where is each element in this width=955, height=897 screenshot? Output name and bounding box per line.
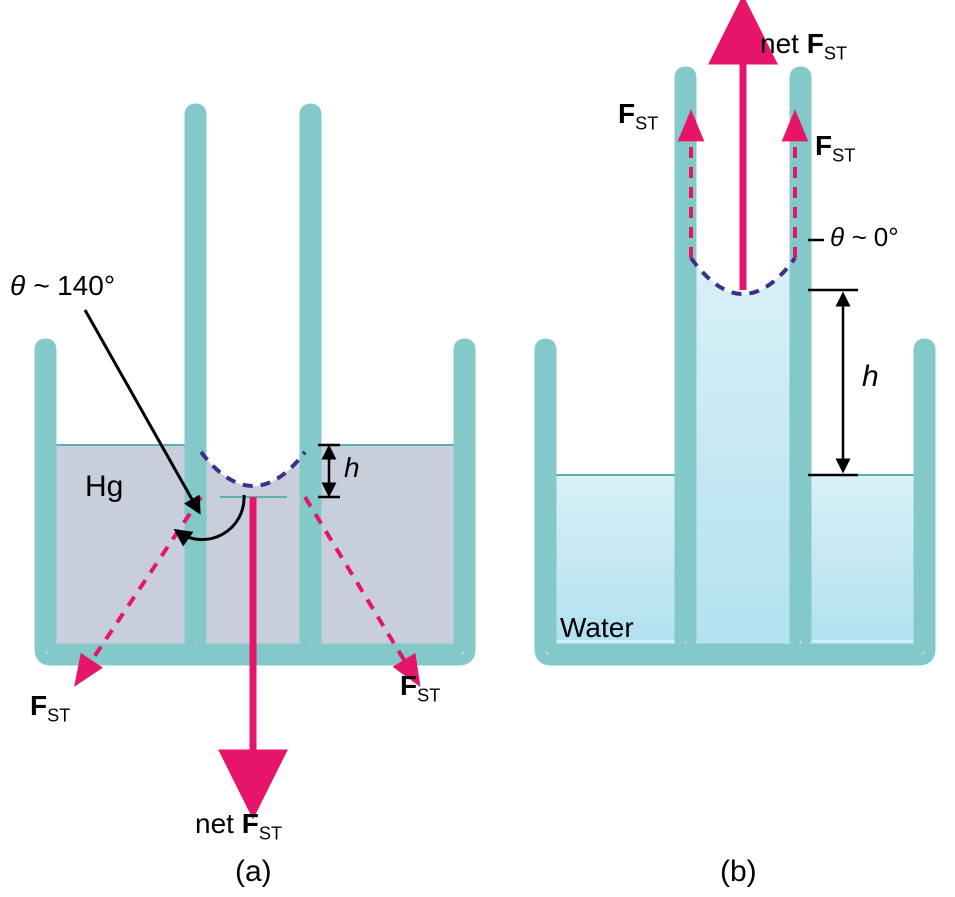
net-fst-label-a: net FST: [195, 808, 282, 845]
figure: θ ~ 140° Hg h FST FST net FST (a) net FS…: [0, 0, 955, 897]
diagram-svg: [0, 0, 955, 897]
theta-label-a: θ ~ 140°: [10, 270, 115, 302]
panel-b-label: (b): [720, 855, 757, 889]
panel-b: [540, 18, 930, 660]
water-label: Water: [560, 612, 634, 644]
fst-right-label-a: FST: [400, 670, 440, 707]
h-label-b: h: [862, 360, 879, 394]
net-fst-label-b: net FST: [760, 28, 847, 65]
fst-left-label-a: FST: [30, 690, 70, 727]
water-column: [691, 258, 795, 649]
h-label-a: h: [344, 452, 360, 484]
theta-label-b: θ ~ 0°: [830, 222, 899, 253]
hg-label: Hg: [85, 470, 123, 504]
h-dim-b: [808, 290, 858, 475]
fst-left-label-b: FST: [618, 98, 658, 135]
panel-a-label: (a): [235, 855, 272, 889]
fst-right-label-b: FST: [815, 130, 855, 167]
